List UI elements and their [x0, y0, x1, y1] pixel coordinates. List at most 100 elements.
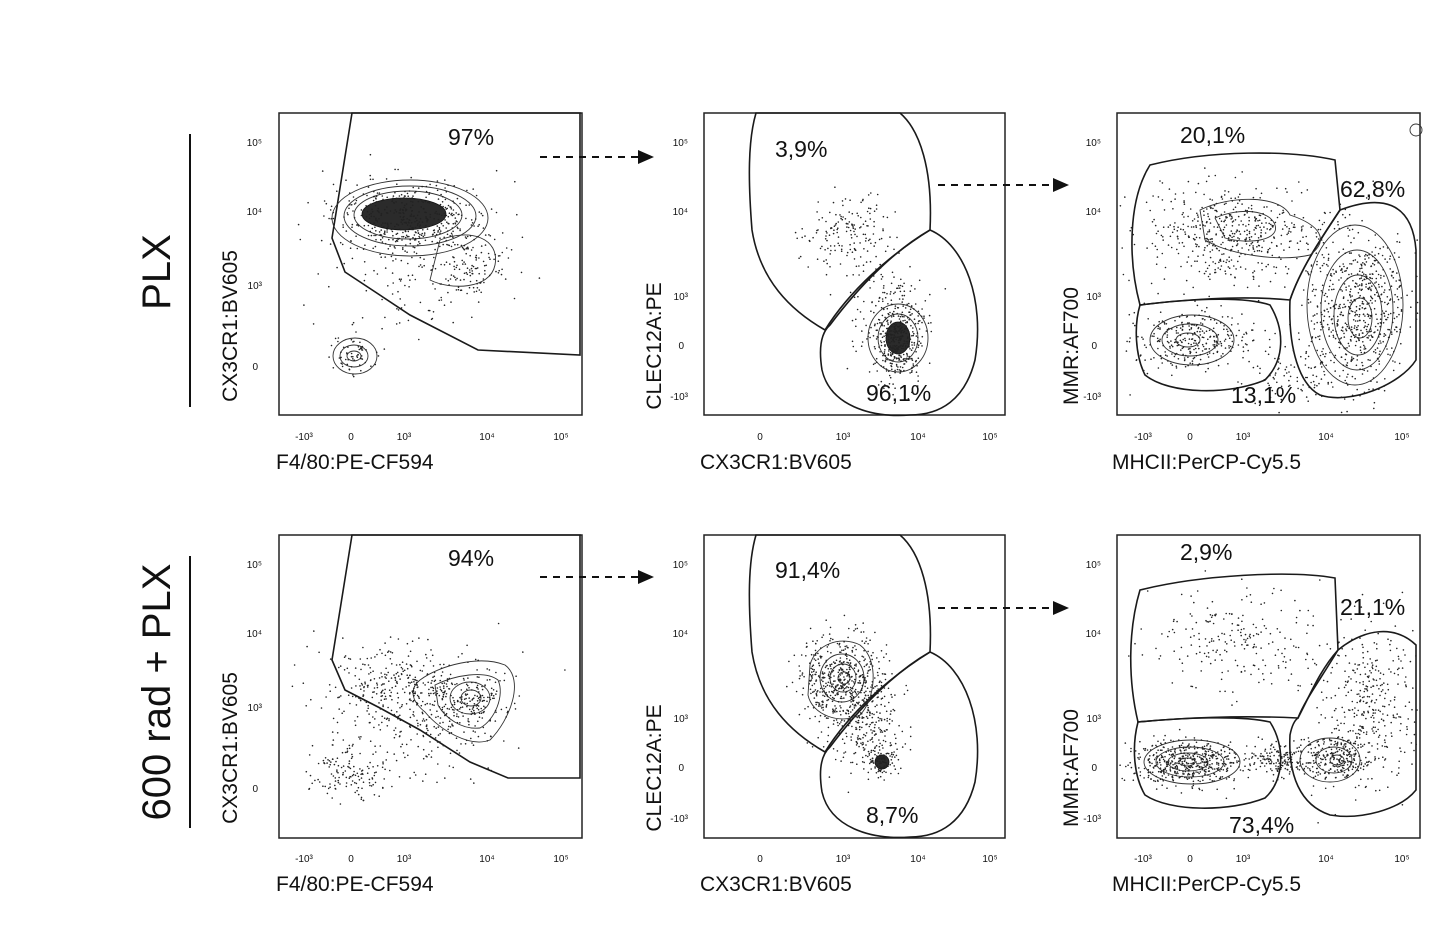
panel-plx-f480-vs-cx3cr1: 0 10³ 10⁴ 10⁵ -10³ 0 10³ 10⁴ 10⁵ F4/80:P… [219, 112, 583, 474]
event-dot [397, 224, 400, 226]
event-dot [791, 681, 794, 684]
event-dot [885, 339, 887, 342]
event-dot [463, 244, 466, 247]
event-dot [380, 238, 382, 241]
event-dot [1211, 240, 1213, 243]
event-dot [1226, 328, 1228, 331]
event-dot [899, 352, 902, 355]
event-dot [808, 683, 810, 685]
event-dot [1393, 350, 1395, 353]
event-dot [1340, 288, 1342, 291]
event-dot [908, 341, 910, 344]
event-dot [429, 709, 432, 711]
event-dot [328, 766, 331, 768]
event-dot [456, 749, 458, 752]
event-dot [337, 779, 340, 782]
event-dot [846, 672, 849, 675]
event-dot [1290, 240, 1292, 242]
event-dot [450, 208, 453, 210]
event-dot [1215, 202, 1218, 205]
event-dot [801, 693, 804, 696]
event-dot [1223, 618, 1225, 620]
event-dot [477, 735, 480, 738]
event-dot [380, 684, 383, 686]
event-dot [900, 347, 903, 350]
event-dot [811, 676, 813, 678]
event-dot [325, 696, 327, 698]
event-dot [1227, 670, 1229, 672]
y-tick-label: -10³ [670, 392, 688, 403]
event-dot [1231, 704, 1233, 706]
event-dot [1378, 336, 1380, 338]
event-dot [1134, 642, 1136, 645]
event-dot [380, 212, 383, 215]
event-dot [1195, 771, 1197, 773]
event-dot [1228, 347, 1230, 349]
event-dot [367, 684, 369, 687]
y-tick-label: 10⁴ [1086, 207, 1101, 218]
event-dot [1358, 270, 1361, 273]
event-dot [1259, 226, 1261, 229]
event-dot [869, 739, 872, 741]
event-dot [439, 717, 442, 719]
event-dot [1350, 273, 1353, 275]
event-dot [495, 671, 497, 674]
event-dot [1398, 362, 1401, 365]
event-dot [490, 694, 493, 696]
event-dot [1208, 641, 1211, 644]
event-dot [1280, 385, 1283, 388]
event-dot [880, 703, 882, 706]
event-dot [1237, 250, 1240, 252]
event-dot [877, 336, 879, 339]
event-dot [1121, 247, 1123, 249]
contour-line [343, 185, 477, 247]
event-dot [1360, 264, 1363, 266]
event-dot [885, 653, 888, 655]
y-tick-label: 10³ [674, 714, 689, 725]
event-dot [848, 722, 851, 725]
event-dot [1346, 376, 1348, 378]
event-dot [381, 766, 384, 769]
event-dot [829, 266, 831, 268]
event-dot [349, 767, 352, 770]
event-dot [877, 770, 879, 773]
event-dot [1223, 328, 1225, 331]
event-dot [367, 664, 370, 666]
event-dot [887, 687, 890, 690]
event-dot [1274, 654, 1277, 656]
event-dot [429, 703, 431, 705]
event-dot [347, 694, 350, 696]
event-dot [466, 246, 469, 249]
event-dot [1322, 348, 1324, 350]
event-dot [920, 315, 923, 318]
event-dot [446, 233, 449, 236]
event-dot [832, 723, 835, 725]
event-dot [465, 248, 468, 250]
event-dot [1198, 336, 1200, 339]
event-dot [905, 322, 907, 324]
event-dot [851, 651, 854, 653]
event-dot [833, 225, 836, 227]
x-tick-label: 10³ [836, 854, 851, 865]
event-dot [314, 779, 316, 782]
x-tick-label: 0 [757, 854, 763, 865]
x-tick-label: 0 [1187, 854, 1193, 865]
event-dot [427, 681, 430, 684]
event-dot [1184, 231, 1186, 233]
event-dot [431, 686, 434, 689]
event-dot [1228, 752, 1231, 754]
event-dot [440, 263, 442, 266]
event-dot [1384, 301, 1386, 304]
event-dot [432, 265, 434, 267]
event-dot [1278, 367, 1280, 370]
event-dot [892, 345, 894, 347]
event-dot [1352, 334, 1355, 337]
event-dot [1231, 217, 1233, 219]
event-dot [1252, 271, 1254, 274]
event-dot [867, 771, 870, 774]
event-dot [1241, 313, 1243, 315]
event-dot [425, 657, 428, 659]
event-dot [514, 708, 517, 710]
event-dot [417, 223, 419, 225]
event-dot [1344, 358, 1347, 361]
